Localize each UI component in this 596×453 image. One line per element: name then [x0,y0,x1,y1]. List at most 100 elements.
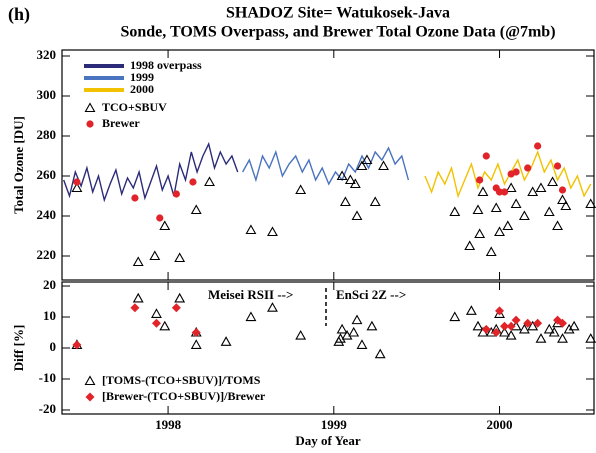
triangle-marker [71,182,83,193]
triangle-marker [361,154,373,165]
triangle-marker [472,204,484,215]
triangle-marker [505,182,517,193]
annotation: EnSci 2Z --> [336,287,406,302]
triangle-marker [245,224,257,235]
triangle-marker [356,160,368,171]
y-tick-label: 320 [37,47,57,62]
triangle-marker [535,182,547,193]
diamond-marker [130,303,140,313]
diamond-marker [495,306,505,316]
diamond-marker [558,318,568,328]
legend-label: [TOMS-(TCO+SBUV)]/TOMS [102,373,261,387]
diamond-marker [523,318,533,328]
y-tick-label: -20 [39,401,56,416]
triangle-marker [174,252,186,263]
diamond-marker [481,324,491,334]
triangle-marker [204,176,215,187]
triangle-marker [543,323,555,334]
legend-label: 1999 [130,70,154,84]
chart-subtitle: Sonde, TOMS Overpass, and Brewer Total O… [120,24,555,41]
triangle-marker [477,186,489,197]
triangle-marker [267,226,278,237]
circle-marker [156,214,164,222]
triangle-marker [502,220,514,231]
x-tick-label: 1999 [321,417,348,432]
triangle-marker [159,320,171,331]
triangle-marker [84,102,96,113]
triangle-marker [485,246,497,257]
y-tick-label: 260 [37,167,57,182]
triangle-marker [336,323,348,334]
triangle-marker [366,320,378,331]
x-axis-label: Day of Year [295,433,360,448]
panel-label: (h) [8,4,30,25]
y-tick-label: 0 [50,339,57,354]
triangle-marker [356,339,368,349]
triangle-marker [149,250,161,261]
triangle-marker [547,176,559,187]
triangle-marker [267,302,278,312]
triangle-marker [132,292,144,303]
triangle-marker [585,198,596,209]
circle-marker [534,142,542,150]
triangle-marker [472,320,484,331]
circle-marker [73,178,81,186]
triangle-marker [465,305,477,315]
triangle-marker [518,210,530,221]
triangle-marker [336,170,348,181]
triangle-marker [527,320,539,331]
triangle-marker [449,311,461,322]
circle-marker [558,186,567,194]
triangle-marker [494,226,505,237]
triangle-marker [351,314,363,325]
triangle-marker [84,375,96,386]
triangle-marker [557,333,568,343]
triangle-marker [159,220,171,231]
circle-marker [189,178,197,186]
circle-marker [500,188,509,196]
triangle-marker [505,329,517,340]
triangle-marker [374,348,386,359]
triangle-marker [552,220,563,231]
x-tick-label: 1998 [155,417,182,432]
diamond-marker [511,315,521,325]
plot-frame [61,49,595,281]
triangle-marker [494,308,505,318]
triangle-marker [295,329,307,340]
diamond-marker [191,328,201,338]
triangle-marker [490,202,502,213]
legend-label: 2000 [130,82,154,96]
circle-marker [131,194,139,202]
legend-label: Brewer [102,116,140,130]
y-tick-label: 280 [37,127,57,142]
y-axis-label: Diff [%] [11,325,26,372]
diamond-marker [491,328,501,338]
triangle-marker [344,174,356,185]
triangle-marker [295,184,307,195]
circle-marker [172,190,180,198]
diamond-marker [506,321,516,331]
triangle-marker [351,210,363,221]
y-tick-label: 10 [43,308,56,323]
circle-marker [553,162,562,170]
chart-title: SHADOZ Site= Watukosek-Java [226,5,450,22]
circle-marker [86,120,94,128]
triangle-marker [543,206,555,217]
ozone-line [424,150,592,199]
plot-frame [61,281,595,415]
circle-marker [512,168,520,176]
triangle-marker [378,160,389,171]
triangle-marker [449,206,461,217]
circle-marker [495,188,504,196]
triangle-marker [527,186,539,197]
triangle-marker [474,228,486,239]
triangle-marker [348,326,360,337]
y-tick-label: 240 [37,207,57,222]
triangle-marker [563,323,575,334]
triangle-marker [369,196,381,207]
y-tick-label: -10 [39,370,56,385]
triangle-marker [245,311,257,322]
diamond-marker [500,321,510,331]
ozone-line [241,146,410,186]
